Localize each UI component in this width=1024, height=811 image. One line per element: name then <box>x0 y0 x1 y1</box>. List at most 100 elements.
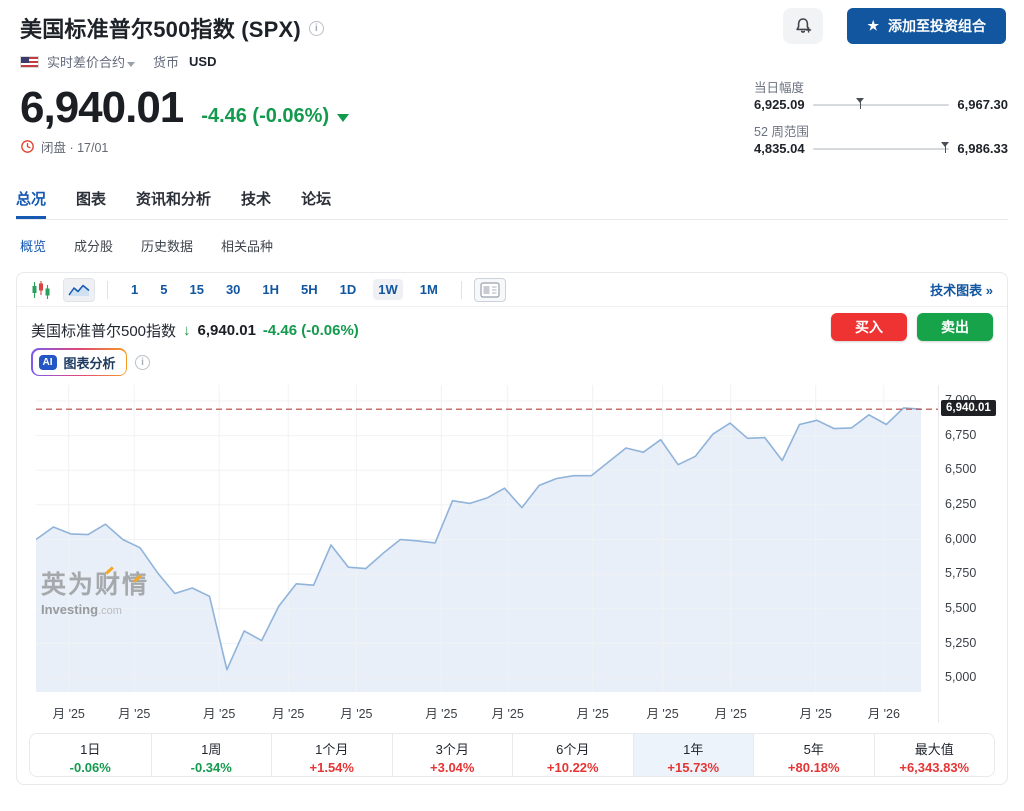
page-title: 美国标准普尔500指数 (SPX) <box>20 17 301 42</box>
y-axis-line <box>938 385 939 724</box>
y-axis-label: 6,750 <box>945 427 977 442</box>
perf-label: 1日 <box>80 742 101 758</box>
perf-cell-1m[interactable]: 1个月 +1.54% <box>271 734 392 777</box>
x-axis-label: 月 '25 <box>203 707 236 722</box>
price-chart-svg[interactable] <box>36 385 938 693</box>
chart-news-button[interactable] <box>473 277 506 302</box>
currency-label: 货币 <box>153 55 180 70</box>
buy-button[interactable]: 买入 <box>831 313 907 342</box>
perf-cell-3m[interactable]: 3个月 +3.04% <box>391 734 512 777</box>
price-chart[interactable]: 6,940.01 英为财情 Investing.com 7,0006,7506,… <box>17 385 1007 725</box>
day-range-marker <box>856 98 865 109</box>
triangle-down-icon <box>337 114 350 122</box>
x-axis-label: 月 '25 <box>576 707 609 722</box>
day-range-low: 6,925.09 <box>754 97 805 112</box>
subtab-overview[interactable]: 概览 <box>20 239 47 255</box>
timeframe-30[interactable]: 30 <box>225 282 241 298</box>
chart-header: 美国标准普尔500指数 ↓ 6,940.01 -4.46 (-0.06%) <box>31 316 993 344</box>
perf-cell-max[interactable]: 最大值 +6,343.83% <box>873 734 994 777</box>
toolbar-divider <box>460 280 462 299</box>
subtab-components[interactable]: 成分股 <box>74 239 114 255</box>
perf-value: -0.06% <box>69 760 111 776</box>
day-range-high: 6,967.30 <box>957 97 1008 112</box>
title-info-icon[interactable]: i <box>308 20 324 36</box>
y-axis-label: 6,500 <box>945 462 977 477</box>
price-change: -4.46 (-0.06%) <box>201 105 350 128</box>
market-status: 闭盘 · 17/01 <box>41 141 109 156</box>
perf-value: +6,343.83% <box>899 760 970 776</box>
area-chart-button[interactable] <box>63 277 95 302</box>
y-axis-label: 5,000 <box>945 670 977 685</box>
x-axis-label: 月 '25 <box>491 707 524 722</box>
week52-range-high: 6,986.33 <box>957 141 1008 156</box>
candlestick-icon <box>32 280 50 299</box>
tab-chart[interactable]: 图表 <box>76 191 107 209</box>
chart-change: -4.46 (-0.06%) <box>262 321 359 339</box>
subtab-historical-data[interactable]: 历史数据 <box>141 239 194 255</box>
timeframe-1w[interactable]: 1W <box>373 279 403 301</box>
instrument-header: 美国标准普尔500指数 (SPX) i ★ 添加至投资组合 实时差价合约 货币 <box>0 0 1024 156</box>
timeframe-1m[interactable]: 1M <box>419 282 438 298</box>
create-alert-button[interactable] <box>783 8 824 44</box>
perf-cell-5y[interactable]: 5年 +80.18% <box>753 734 874 777</box>
day-range-label: 当日幅度 <box>754 81 805 95</box>
perf-label: 1年 <box>683 742 704 758</box>
perf-label: 3个月 <box>435 742 469 758</box>
sell-button[interactable]: 卖出 <box>917 313 993 342</box>
subtab-related[interactable]: 相关品种 <box>221 239 274 255</box>
chart-price: 6,940.01 <box>197 321 256 339</box>
x-axis-label: 月 '25 <box>52 707 85 722</box>
technical-chart-link[interactable]: 技术图表 » <box>930 283 993 299</box>
tab-news-analysis[interactable]: 资讯和分析 <box>136 191 212 209</box>
instrument-type-dropdown[interactable]: 实时差价合约 <box>47 52 136 71</box>
us-flag-icon <box>20 55 39 68</box>
timeframe-group: 1 5 15 30 1H 5H 1D 1W 1M <box>120 279 449 301</box>
chart-instrument-name: 美国标准普尔500指数 <box>31 322 177 340</box>
timeframe-1[interactable]: 1 <box>131 282 139 298</box>
timeframe-5[interactable]: 5 <box>160 282 168 298</box>
x-axis-label: 月 '25 <box>714 707 747 722</box>
perf-value: -0.34% <box>190 760 232 776</box>
tab-overview[interactable]: 总况 <box>16 188 46 219</box>
timeframe-1d[interactable]: 1D <box>339 282 357 298</box>
perf-label: 最大值 <box>914 742 954 758</box>
tab-technical[interactable]: 技术 <box>241 191 272 209</box>
perf-cell-6m[interactable]: 6个月 +10.22% <box>512 734 633 777</box>
ai-chart-analysis-button[interactable]: AI 图表分析 <box>31 348 128 377</box>
performance-strip: 1日 -0.06% 1周 -0.34% 1个月 +1.54% 3个月 +3.04% 6个月 +10… <box>29 733 995 778</box>
perf-cell-1w[interactable]: 1周 -0.34% <box>150 734 271 777</box>
y-axis-label: 6,250 <box>945 497 977 512</box>
x-axis-label: 月 '25 <box>425 707 458 722</box>
x-axis-label: 月 '25 <box>340 707 373 722</box>
sub-tabs: 概览 成分股 历史数据 相关品种 <box>20 236 1008 255</box>
x-axis-label: 月 '25 <box>646 707 679 722</box>
perf-value: +3.04% <box>430 760 475 776</box>
week52-range-slider <box>812 142 950 155</box>
timeframe-5h[interactable]: 5H <box>301 282 318 298</box>
perf-cell-1d[interactable]: 1日 -0.06% <box>30 734 151 777</box>
timeframe-1h[interactable]: 1H <box>262 282 280 298</box>
candlestick-chart-button[interactable] <box>31 280 51 300</box>
main-tabs: 总况 图表 资讯和分析 技术 论坛 <box>16 188 1008 221</box>
last-price-tag: 6,940.01 <box>941 400 996 417</box>
ai-badge-icon: AI <box>38 354 57 370</box>
chart-toolbar: 1 5 15 30 1H 5H 1D 1W 1M 技术图表 » <box>17 273 1007 308</box>
tab-forum[interactable]: 论坛 <box>301 191 332 209</box>
star-icon: ★ <box>867 18 879 33</box>
week52-range-low: 4,835.04 <box>754 141 805 156</box>
perf-label: 6个月 <box>556 742 590 758</box>
perf-cell-1y[interactable]: 1年 +15.73% <box>632 734 753 777</box>
currency-value: USD <box>189 54 217 69</box>
y-axis-label: 5,250 <box>945 635 977 650</box>
add-to-portfolio-button[interactable]: ★ 添加至投资组合 <box>847 8 1006 44</box>
timeframe-15[interactable]: 15 <box>189 282 204 298</box>
day-range-slider <box>812 98 950 111</box>
perf-label: 1个月 <box>315 742 349 758</box>
x-axis-label: 月 '26 <box>867 707 900 722</box>
perf-value: +1.54% <box>309 760 354 776</box>
ai-info-icon[interactable]: i <box>135 354 151 370</box>
clock-icon <box>21 140 34 154</box>
ranges-panel: 当日幅度 6,925.09 6,967.30 52 周范围 4,835.04 6… <box>754 77 1008 156</box>
y-axis-label: 5,500 <box>945 600 977 615</box>
bell-plus-icon <box>796 18 812 33</box>
